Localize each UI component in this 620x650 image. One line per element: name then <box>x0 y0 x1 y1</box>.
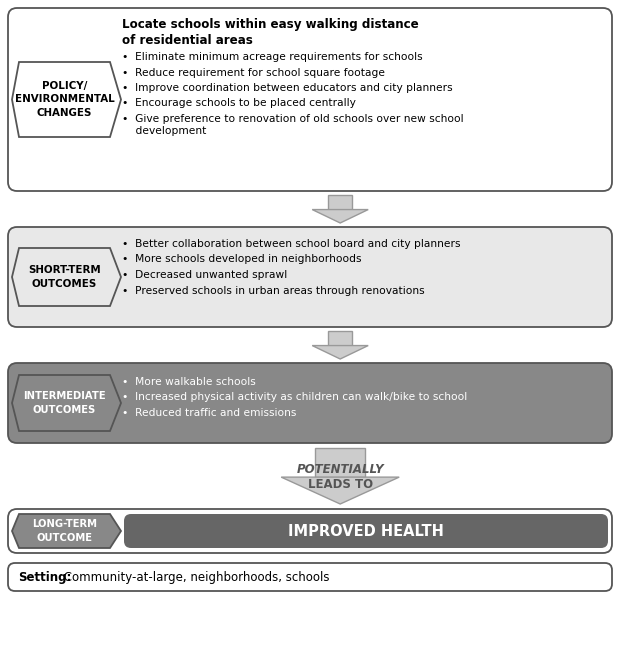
Text: •  Encourage schools to be placed centrally: • Encourage schools to be placed central… <box>122 99 356 109</box>
FancyBboxPatch shape <box>124 514 608 548</box>
Text: INTERMEDIATE
OUTCOMES: INTERMEDIATE OUTCOMES <box>23 391 106 415</box>
Text: LONG-TERM
OUTCOME: LONG-TERM OUTCOME <box>32 519 97 543</box>
Text: Community-at-large, neighborhoods, schools: Community-at-large, neighborhoods, schoo… <box>60 571 329 584</box>
Polygon shape <box>12 62 121 137</box>
Text: POTENTIALLY: POTENTIALLY <box>296 463 384 476</box>
FancyBboxPatch shape <box>8 8 612 191</box>
Text: Locate schools within easy walking distance
of residential areas: Locate schools within easy walking dista… <box>122 18 418 47</box>
Polygon shape <box>312 346 368 359</box>
Text: Setting:: Setting: <box>18 571 71 584</box>
Text: •  Improve coordination between educators and city planners: • Improve coordination between educators… <box>122 83 453 93</box>
FancyBboxPatch shape <box>329 331 352 346</box>
Text: SHORT-TERM
OUTCOMES: SHORT-TERM OUTCOMES <box>28 265 101 289</box>
Text: •  Better collaboration between school board and city planners: • Better collaboration between school bo… <box>122 239 461 249</box>
FancyBboxPatch shape <box>8 227 612 327</box>
Text: •  Reduced traffic and emissions: • Reduced traffic and emissions <box>122 408 296 418</box>
Text: •  More walkable schools: • More walkable schools <box>122 377 255 387</box>
Text: •  Increased physical activity as children can walk/bike to school: • Increased physical activity as childre… <box>122 393 467 402</box>
FancyBboxPatch shape <box>316 448 365 477</box>
Polygon shape <box>12 514 121 548</box>
Text: POLICY/
ENVIRONMENTAL
CHANGES: POLICY/ ENVIRONMENTAL CHANGES <box>15 81 114 118</box>
Polygon shape <box>281 477 399 504</box>
Text: •  Eliminate minimum acreage requirements for schools: • Eliminate minimum acreage requirements… <box>122 52 423 62</box>
FancyBboxPatch shape <box>329 195 352 209</box>
Text: •  More schools developed in neighborhoods: • More schools developed in neighborhood… <box>122 255 361 265</box>
Text: LEADS TO: LEADS TO <box>308 478 373 491</box>
Text: •  Reduce requirement for school square footage: • Reduce requirement for school square f… <box>122 68 385 77</box>
Polygon shape <box>12 375 121 431</box>
Polygon shape <box>12 248 121 306</box>
FancyBboxPatch shape <box>8 563 612 591</box>
Polygon shape <box>312 209 368 223</box>
Text: IMPROVED HEALTH: IMPROVED HEALTH <box>288 523 444 538</box>
Text: •  Preserved schools in urban areas through renovations: • Preserved schools in urban areas throu… <box>122 285 425 296</box>
Text: •  Decreased unwanted sprawl: • Decreased unwanted sprawl <box>122 270 287 280</box>
FancyBboxPatch shape <box>8 363 612 443</box>
FancyBboxPatch shape <box>8 509 612 553</box>
Text: •  Give preference to renovation of old schools over new school
    development: • Give preference to renovation of old s… <box>122 114 464 136</box>
